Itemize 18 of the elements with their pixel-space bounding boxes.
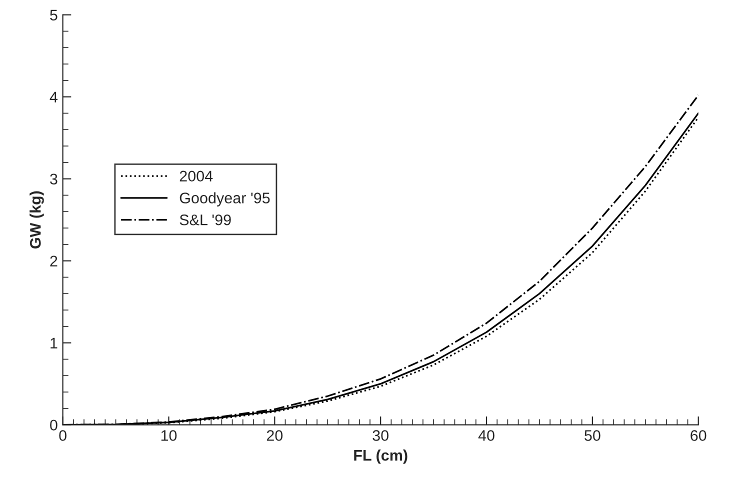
legend-label: 2004 — [180, 170, 213, 182]
x-tick-label: 40 — [478, 430, 494, 441]
x-axis-title: FL (cm) — [354, 450, 408, 464]
y-tick-label: 3 — [50, 174, 58, 185]
y-tick-label: 1 — [50, 338, 58, 348]
legend-label: Goodyear '95 — [180, 192, 270, 206]
y-tick-label: 4 — [50, 92, 58, 102]
x-tick-label: 60 — [690, 430, 706, 441]
x-tick-label: 20 — [266, 430, 283, 441]
y-tick-label: 0 — [50, 420, 58, 431]
x-tick-label: 0 — [59, 430, 66, 441]
y-tick-label: 2 — [50, 256, 58, 266]
y-tick-label: 5 — [50, 10, 58, 21]
y-axis-title: GW (kg) — [30, 191, 44, 248]
legend-label: S&L '99 — [180, 214, 231, 226]
x-tick-label: 50 — [584, 430, 600, 441]
x-tick-label: 30 — [372, 430, 388, 441]
x-tick-label: 10 — [161, 430, 177, 441]
